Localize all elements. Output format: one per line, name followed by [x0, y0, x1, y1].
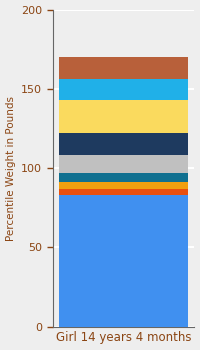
Bar — [59, 79, 188, 100]
Bar — [59, 195, 188, 327]
Bar — [59, 155, 188, 173]
Bar — [59, 189, 188, 195]
Bar — [59, 182, 188, 189]
Bar — [59, 100, 188, 133]
Bar — [59, 133, 188, 155]
Bar — [59, 173, 188, 182]
Y-axis label: Percentile Weight in Pounds: Percentile Weight in Pounds — [6, 96, 16, 240]
Bar — [59, 57, 188, 79]
